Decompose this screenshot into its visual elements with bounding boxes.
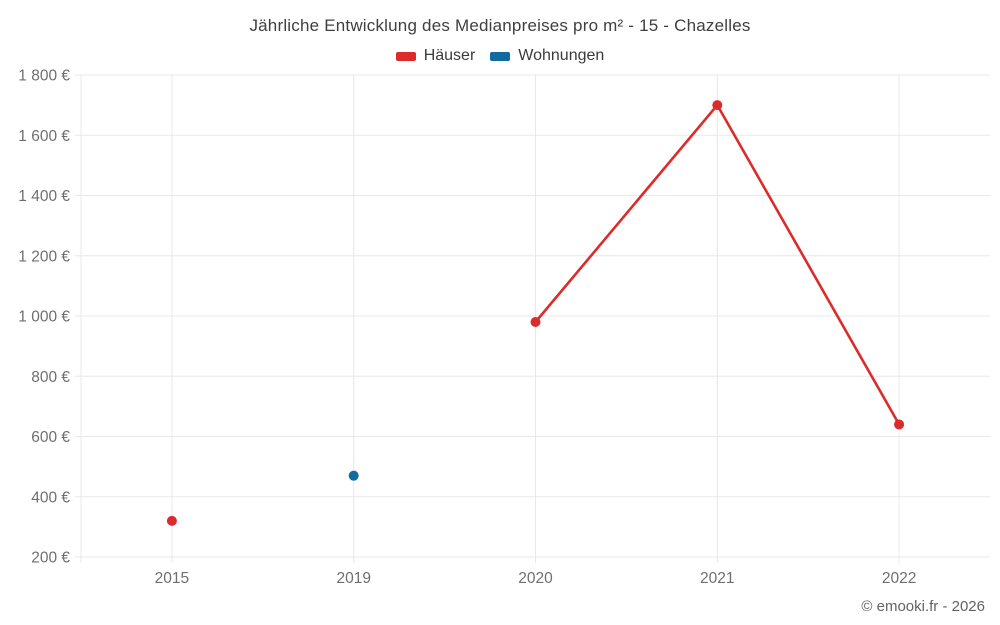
data-point-häuser-2015 <box>166 515 177 526</box>
y-axis-tick-label: 200 € <box>31 550 70 567</box>
y-axis-tick-label: 1 200 € <box>18 248 70 265</box>
legend-label-hauser: Häuser <box>423 47 476 64</box>
data-point-häuser-2022 <box>894 419 905 430</box>
data-point-häuser-2020 <box>530 317 541 328</box>
x-axis-tick-label: 2022 <box>882 570 916 587</box>
legend-label-wohnungen: Wohnungen <box>518 47 605 64</box>
y-axis-tick-label: 400 € <box>31 489 70 506</box>
y-axis-tick-label: 600 € <box>31 429 70 446</box>
y-axis-tick-label: 800 € <box>31 369 70 386</box>
copyright-footer: © emooki.fr - 2026 <box>861 598 985 615</box>
chart-title: Jährliche Entwicklung des Medianpreises … <box>249 16 751 35</box>
y-axis-tick-label: 1 600 € <box>18 128 70 145</box>
legend-swatch-hauser <box>395 51 416 61</box>
x-axis-tick-label: 2020 <box>518 570 553 587</box>
x-axis-tick-label: 2019 <box>336 570 370 587</box>
legend-item-wohnungen[interactable]: Wohnungen <box>490 47 604 65</box>
y-axis-tick-label: 1 800 € <box>18 68 70 85</box>
y-axis-tick-label: 1 400 € <box>18 188 70 205</box>
x-axis-tick-label: 2015 <box>155 570 189 587</box>
legend-item-hauser[interactable]: Häuser <box>395 47 476 65</box>
legend-swatch-wohnungen <box>490 51 511 61</box>
x-axis-tick-label: 2021 <box>700 570 734 587</box>
y-axis-tick-label: 1 000 € <box>18 309 70 326</box>
data-point-häuser-2021 <box>712 100 723 111</box>
data-point-wohnungen-2019 <box>348 470 359 481</box>
chart-legend: Häuser Wohnungen <box>0 47 1000 65</box>
